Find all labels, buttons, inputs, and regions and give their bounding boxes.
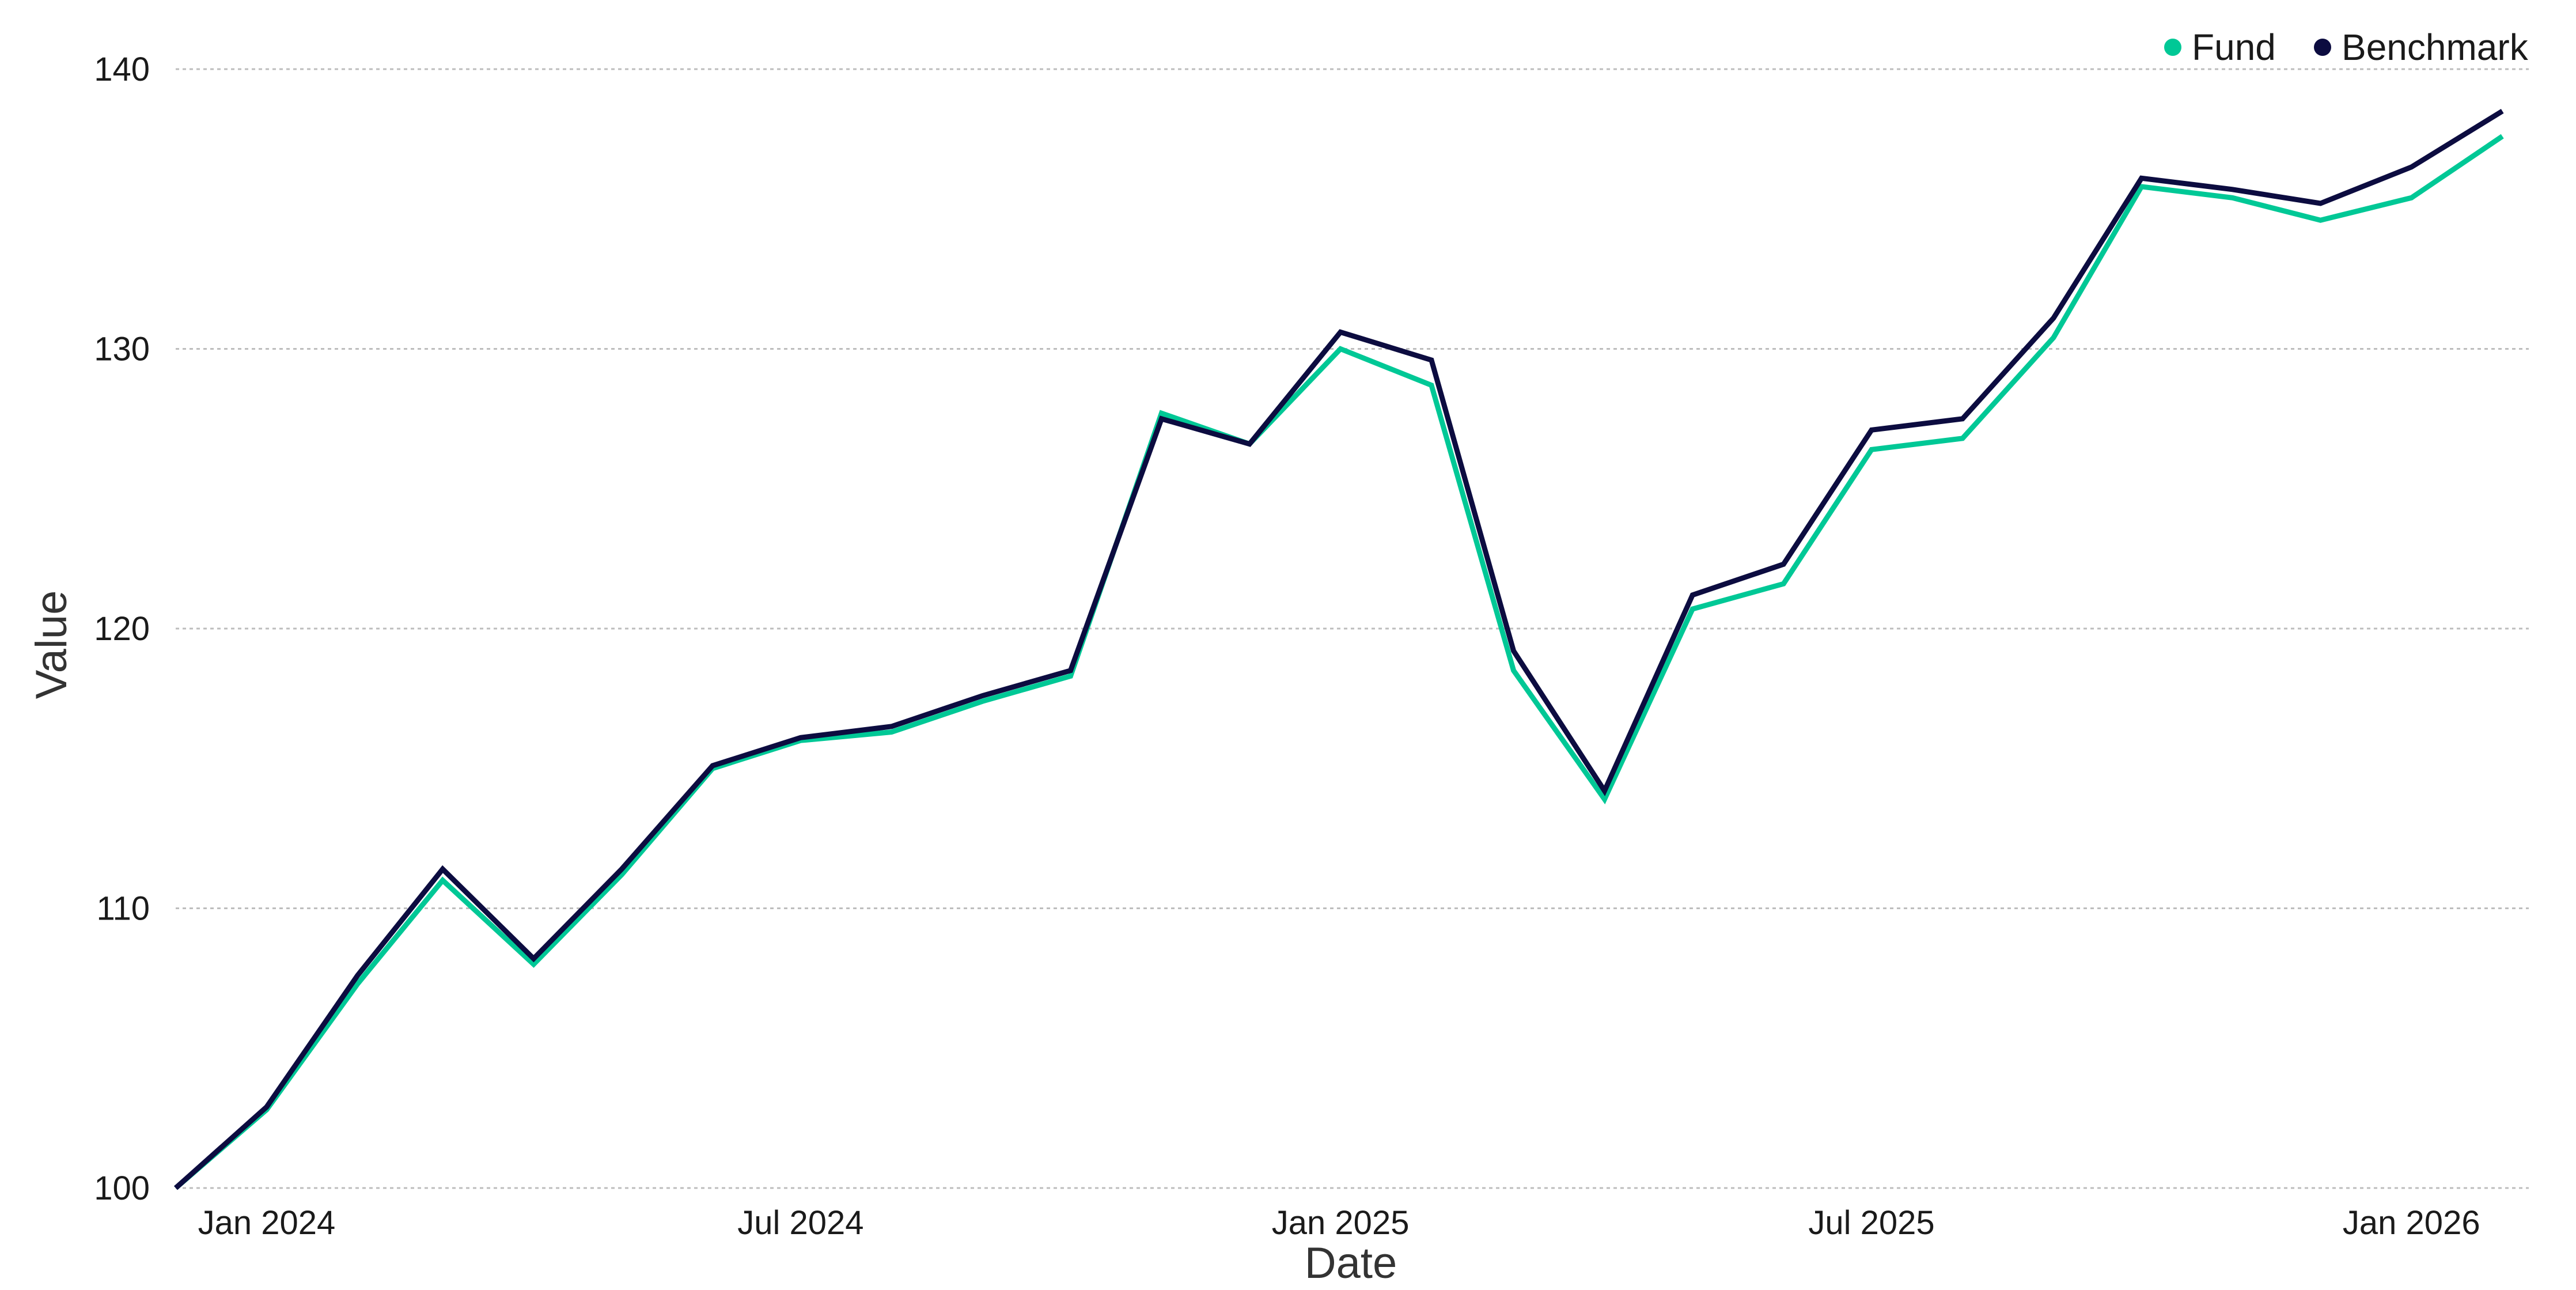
y-axis-title: Value <box>27 591 76 699</box>
x-axis-ticks: Jan 2024 Jul 2024 Jan 2025 Jul 2025 Jan 2026 <box>198 1204 2480 1242</box>
x-tick-label: Jul 2025 <box>1808 1204 1934 1242</box>
legend-marker-benchmark <box>2314 39 2331 56</box>
x-tick-label: Jan 2024 <box>198 1204 336 1242</box>
x-tick-label: Jan 2026 <box>2343 1204 2480 1242</box>
y-tick-label: 120 <box>94 610 150 648</box>
legend-label-fund: Fund <box>2192 27 2276 68</box>
legend-marker-fund <box>2164 39 2181 56</box>
y-tick-label: 130 <box>94 331 150 368</box>
gridlines <box>176 68 2529 1189</box>
y-tick-label: 110 <box>97 890 150 928</box>
x-tick-label: Jul 2024 <box>737 1204 863 1242</box>
series-line-benchmark <box>174 108 2504 1190</box>
y-tick-label: 140 <box>94 51 150 88</box>
series-line-fund <box>174 134 2504 1190</box>
x-tick-label: Jan 2025 <box>1272 1204 1410 1242</box>
legend-label-benchmark: Benchmark <box>2342 27 2529 68</box>
series-lines <box>174 108 2504 1190</box>
y-tick-label: 100 <box>94 1170 150 1207</box>
x-axis-title: Date <box>1305 1239 1397 1288</box>
legend: Fund Benchmark <box>2164 27 2529 68</box>
y-axis-ticks: 100 110 120 130 140 <box>94 51 150 1207</box>
